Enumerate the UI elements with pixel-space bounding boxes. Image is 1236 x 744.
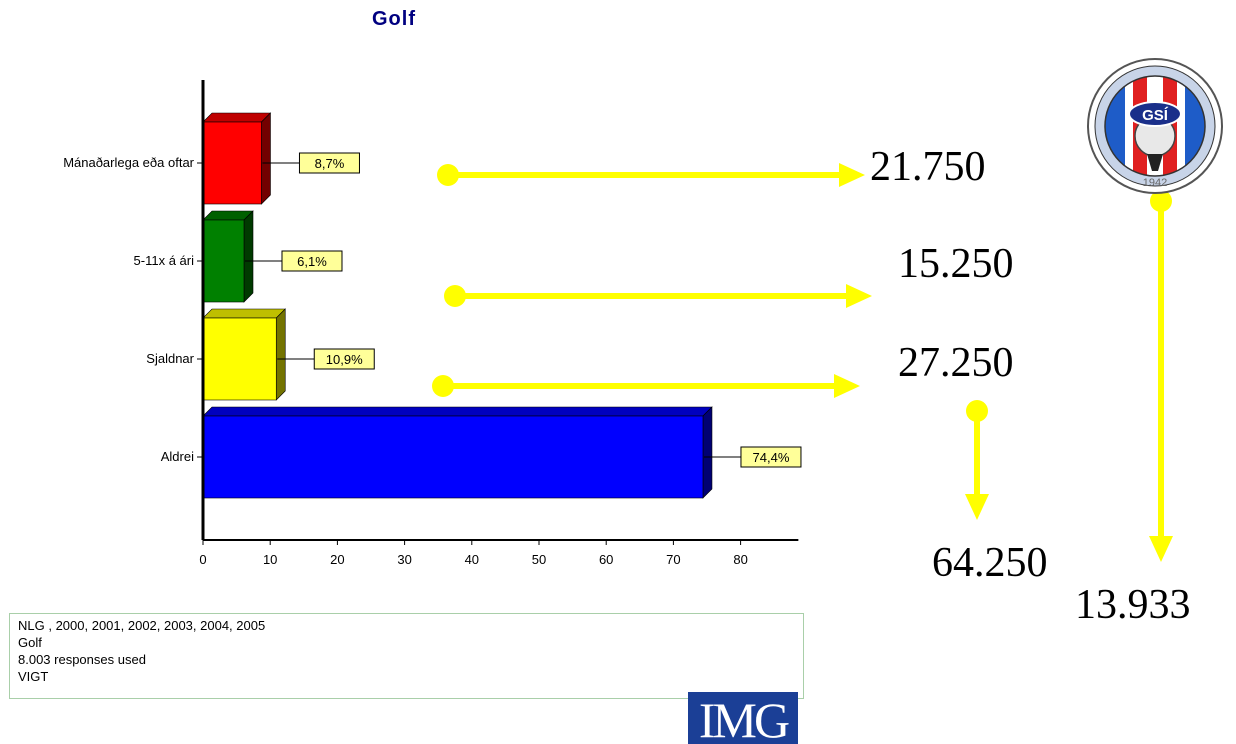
annotation-arrow-4 <box>1149 190 1173 562</box>
data-label-0: 8,7% <box>315 156 345 171</box>
bar-0 <box>202 112 272 205</box>
annotation-arrow-1 <box>444 284 872 308</box>
x-tick-label-0: 0 <box>199 552 206 567</box>
category-label-2: Sjaldnar <box>146 351 194 366</box>
bar-top-2 <box>202 308 286 319</box>
annotation-arrow-head-0 <box>839 163 865 187</box>
arrows-group <box>432 163 1173 562</box>
bar-face-2 <box>202 317 277 401</box>
data-label-3: 74,4% <box>753 450 790 465</box>
annotation-arrow-head-4 <box>1149 536 1173 562</box>
annotation-number-monthly: 21.750 <box>870 144 986 190</box>
bar-top-3 <box>202 406 713 417</box>
data-label-box-2 <box>313 348 375 370</box>
annotation-number-rarely: 27.250 <box>898 340 1014 386</box>
bar-face-0 <box>202 121 262 205</box>
bar-face-1 <box>202 219 245 303</box>
bar-side-0 <box>261 112 271 205</box>
data-label-box-0 <box>298 152 360 174</box>
img-logo: IMG <box>688 692 798 744</box>
category-label-0: Mánaðarlega eða oftar <box>63 155 194 170</box>
annotation-arrow-0 <box>437 163 865 187</box>
info-line-responses: 8.003 responses used <box>18 652 146 667</box>
annotation-arrow-head-1 <box>846 284 872 308</box>
gsi-logo-text: GSÍ <box>1142 107 1169 124</box>
data-label-2: 10,9% <box>326 352 363 367</box>
x-tick-label-3: 30 <box>397 552 411 567</box>
bars-group <box>202 112 713 499</box>
category-label-3: Aldrei <box>161 449 194 464</box>
data-label-box-1 <box>281 250 343 272</box>
annotation-number-yearly: 15.250 <box>898 241 1014 287</box>
chart-title: Golf <box>372 8 416 30</box>
info-box: NLG , 2000, 2001, 2002, 2003, 2004, 2005… <box>9 613 804 699</box>
x-tick-label-6: 60 <box>599 552 613 567</box>
annotation-number-gsi-members: 13.933 <box>1075 582 1191 628</box>
gsi-logo: GSÍ 1942 <box>1087 58 1223 194</box>
x-tick-label-4: 40 <box>465 552 479 567</box>
annotation-number-never: 64.250 <box>932 540 1048 586</box>
labels-group: Mánaðarlega eða oftar 8,7% 5-11x á ári 6,1%… <box>63 152 802 567</box>
gsi-logo-year: 1942 <box>1143 177 1167 189</box>
bar-top-0 <box>202 112 272 123</box>
annotation-arrow-head-3 <box>965 494 989 520</box>
bar-1 <box>202 210 254 303</box>
annotation-arrow-head-2 <box>834 374 860 398</box>
info-line-source: NLG , 2000, 2001, 2002, 2003, 2004, 2005 <box>18 618 266 633</box>
bar-face-3 <box>202 415 704 499</box>
x-tick-label-7: 70 <box>666 552 680 567</box>
info-line-topic: Golf <box>18 635 42 650</box>
bar-3 <box>202 406 713 499</box>
bar-side-1 <box>243 210 254 303</box>
data-label-box-3 <box>740 446 802 468</box>
category-label-1: 5-11x á ári <box>134 253 195 268</box>
bar-side-3 <box>702 406 713 499</box>
x-tick-label-1: 10 <box>263 552 277 567</box>
annotation-arrow-3 <box>965 400 989 520</box>
x-tick-label-5: 50 <box>532 552 546 567</box>
axis-group <box>197 80 799 545</box>
x-tick-label-8: 80 <box>733 552 747 567</box>
info-line-weight: VIGT <box>18 669 49 684</box>
x-tick-label-2: 20 <box>330 552 344 567</box>
bar-side-2 <box>275 308 286 401</box>
bar-2 <box>202 308 286 401</box>
data-label-1: 6,1% <box>297 254 327 269</box>
annotation-arrow-2 <box>432 374 860 398</box>
